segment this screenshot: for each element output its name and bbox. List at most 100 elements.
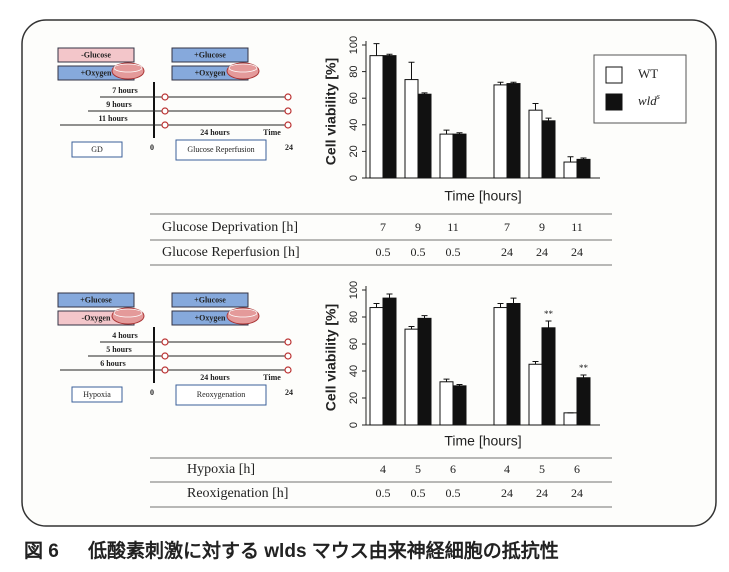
bar [440,382,453,425]
table-cell: 0.5 [411,486,426,500]
legend-label: wlds [638,92,660,108]
table-row-label: Glucose Reperfusion [h] [162,245,300,260]
legend-name: wld [638,93,657,108]
y-tick-label: 40 [348,365,360,377]
caption-figure: 図 6 [24,540,59,562]
legend-name: WT [638,66,658,81]
bar [418,318,431,425]
condition-tag-label: +Glucose [194,50,226,59]
table-cell: 7 [380,220,386,234]
table-row-label: Glucose Deprivation [h] [162,220,298,235]
bar [494,308,507,425]
bar [370,56,383,178]
table-cell: 11 [571,220,583,234]
bar [370,308,383,425]
table-cell: 6 [450,462,456,476]
bar [507,84,520,178]
condition-tag-label: +Glucose [80,295,112,304]
legend-swatch [606,67,622,83]
table-cell: 0.5 [411,245,426,259]
bar [440,134,453,178]
significance-mark: ** [544,309,554,319]
table-cell: 5 [415,462,421,476]
bar [529,364,542,425]
x-axis-label: Time [hours] [444,433,521,449]
condition-box-label: Hypoxia [83,390,111,399]
table-cell: 0.5 [376,245,391,259]
condition-box-label: GD [91,145,103,154]
bar [383,56,396,178]
table-cell: 24 [501,245,513,259]
bar [577,159,590,178]
time-start: 0 [150,143,154,152]
timepoint [285,94,291,100]
time-label: Time [263,373,281,382]
condition-tag-label: +Glucose [194,295,226,304]
y-tick-label: 100 [348,281,360,299]
table-row-label: Hypoxia [h] [187,462,255,477]
duration-label: 7 hours [112,86,138,95]
condition-tag-label: -Oxygen [82,313,111,322]
table-cell: 5 [539,462,545,476]
y-axis-label: Cell viability [%] [323,58,339,165]
duration-label: 11 hours [98,114,127,123]
timepoint [285,367,291,373]
significance-mark: ** [579,363,589,373]
time-end: 24 [285,143,293,152]
y-axis-label: Cell viability [%] [323,304,339,411]
timepoint [162,108,168,114]
condition-tag-label: +Oxygen [195,68,226,77]
recovery-duration: 24 hours [200,128,230,137]
bar [418,94,431,178]
figure: 図 6 低酸素刺激に対する wlds マウス由来神経細胞の抵抗性 -Glucos… [0,0,729,572]
table-row-label: Reoxigenation [h] [187,486,288,501]
duration-label: 5 hours [106,345,132,354]
legend-swatch [606,94,622,110]
table-cell: 0.5 [446,486,461,500]
bar [564,162,577,178]
recovery-box-label: Reoxygenation [197,390,245,399]
timepoint [162,353,168,359]
legend-name-sup: s [657,92,660,101]
recovery-duration: 24 hours [200,373,230,382]
table-cell: 7 [504,220,510,234]
table-cell: 24 [536,245,548,259]
y-tick-label: 20 [348,392,360,404]
y-tick-label: 60 [348,338,360,350]
timepoint [285,353,291,359]
table-cell: 11 [447,220,459,234]
timepoint [162,94,168,100]
table-cell: 9 [415,220,421,234]
table-cell: 24 [571,245,583,259]
x-axis-label: Time [hours] [444,188,521,204]
y-tick-label: 60 [348,92,360,104]
condition-tag-label: +Oxygen [81,68,112,77]
recovery-box-label: Glucose Reperfusion [187,145,254,154]
condition-tag-label: +Oxygen [195,313,226,322]
table-cell: 24 [536,486,548,500]
y-tick-label: 0 [348,422,360,428]
bar [494,85,507,178]
duration-label: 9 hours [106,100,132,109]
bar [564,413,577,425]
bar [542,121,555,178]
bar [453,134,466,178]
duration-label: 4 hours [112,331,138,340]
bar [453,386,466,425]
duration-label: 6 hours [100,359,126,368]
table-cell: 0.5 [376,486,391,500]
bar [577,378,590,425]
bar [529,110,542,178]
table-cell: 4 [380,462,386,476]
legend-label: WT [638,66,658,81]
y-tick-label: 0 [348,175,360,181]
y-tick-label: 100 [348,36,360,54]
bar [507,304,520,426]
time-label: Time [263,128,281,137]
table-cell: 24 [571,486,583,500]
timepoint [285,108,291,114]
table-cell: 24 [501,486,513,500]
condition-tag-label: -Glucose [81,50,111,59]
y-tick-label: 80 [348,311,360,323]
y-tick-label: 40 [348,119,360,131]
